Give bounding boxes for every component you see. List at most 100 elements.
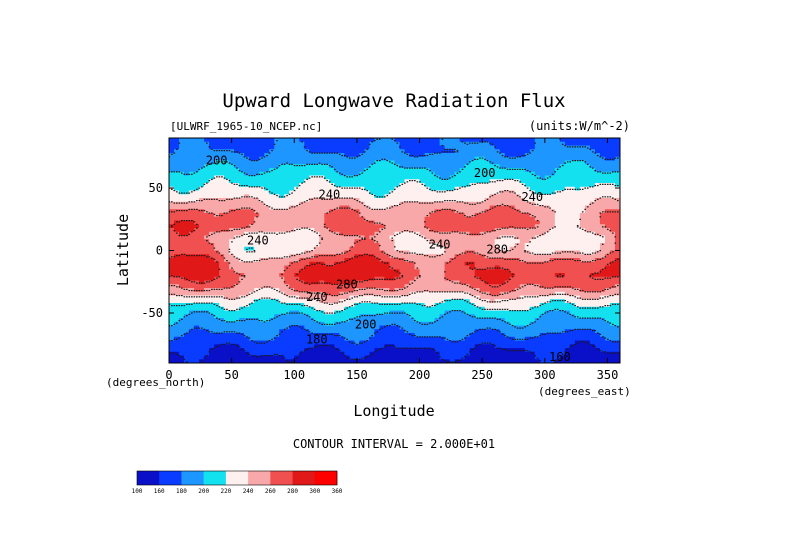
contour-cell [359,239,366,244]
contour-cell [284,299,290,304]
contour-cell [299,318,305,323]
contour-cell [544,258,551,263]
contour-cell [464,153,471,158]
contour-cell [169,355,175,360]
contour-cell [504,235,511,240]
contour-cell [424,359,431,363]
contour-cell [349,329,356,334]
contour-cell [209,205,215,210]
contour-cell [349,325,356,330]
contour-cell [489,220,496,225]
contour-cell [419,314,426,319]
contour-cell [539,303,546,308]
contour-cell [354,261,361,267]
contour-cell [524,201,531,207]
contour-cell [294,231,300,237]
contour-cell [489,314,496,319]
contour-cell [534,291,541,297]
contour-cell [194,194,200,199]
contour-cell [274,213,280,218]
contour-cell [239,246,245,252]
contour-cell [549,175,556,180]
contour-cell [229,258,235,263]
contour-cell [539,228,546,233]
contour-cell [489,276,496,282]
contour-cell [549,318,556,323]
contour-cell [494,276,501,282]
contour-cell [549,303,556,308]
contour-cell [354,164,361,169]
contour-cell [434,239,441,244]
contour-cell [254,295,260,300]
contour-cell [339,318,345,323]
contour-cell [324,175,330,180]
contour-cell [584,183,591,188]
contour-cell [204,340,210,345]
contour-cell [314,164,320,169]
contour-cell [184,340,190,345]
contour-cell [359,306,366,312]
contour-cell [474,329,481,334]
contour-cell [494,329,501,334]
contour-cell [424,171,431,177]
contour-cell [349,291,356,297]
contour-cell [314,273,320,278]
contour-cell [344,228,350,233]
contour-cell [484,295,491,300]
contour-cell [369,246,376,252]
contour-cell [434,314,441,319]
contour-cell [224,310,230,315]
contour-cell [464,194,471,199]
contour-cell [369,186,376,192]
contour-cell [259,224,265,229]
contour-cell [284,190,290,195]
contour-cell [229,280,235,285]
contour-cell [289,265,295,270]
contour-cell [314,258,320,263]
contour-cell [449,220,456,225]
contour-cell [454,141,461,147]
contour-cell [439,224,446,229]
contour-cell [539,149,546,154]
contour-cell [289,220,295,225]
contour-cell [169,276,175,282]
contour-cell [374,250,381,255]
contour-cell [169,351,175,357]
contour-cell [424,231,431,237]
contour-cell [484,351,491,357]
contour-cell [484,243,491,248]
contour-cell [539,306,546,312]
contour-cell [214,318,220,323]
contour-cell [179,299,185,304]
contour-cell [304,329,310,334]
contour-cell [199,201,205,207]
contour-cell [244,355,250,360]
contour-cell [514,160,521,165]
contour-cell [564,141,571,147]
contour-cell [549,336,556,342]
contour-cell [324,351,330,357]
contour-cell [514,231,521,237]
contour-cell [249,250,255,255]
contour-cell [564,318,571,323]
contour-cell [209,321,215,327]
contour-cell [219,261,225,267]
contour-cell [339,351,345,357]
contour-cell [289,291,295,297]
contour-cell [239,355,245,360]
contour-cell [309,265,315,270]
contour-cell [374,201,381,207]
contour-cell [484,344,491,349]
contour-cell [429,333,436,338]
contour-cell [184,344,190,349]
contour-cell [219,288,225,293]
contour-cell [399,239,406,244]
contour-cell [244,164,250,169]
contour-cell [314,145,320,150]
contour-cell [209,340,215,345]
contour-cell [574,280,581,285]
contour-cell [574,246,581,252]
contour-cell [249,291,255,297]
contour-cell [294,333,300,338]
contour-cell [374,156,381,162]
